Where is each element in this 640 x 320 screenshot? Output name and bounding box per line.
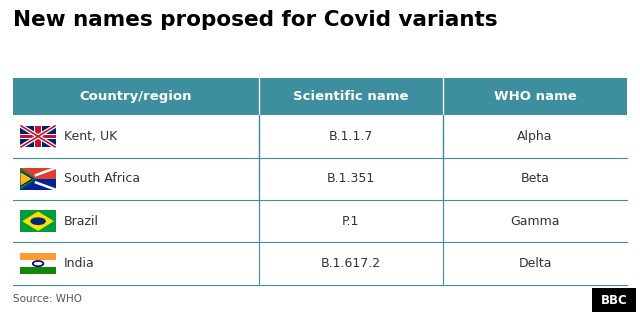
FancyBboxPatch shape [259, 200, 443, 243]
Text: B.1.1.7: B.1.1.7 [328, 130, 373, 143]
FancyBboxPatch shape [35, 125, 41, 147]
FancyBboxPatch shape [13, 158, 259, 200]
Text: BBC: BBC [600, 293, 627, 307]
FancyBboxPatch shape [20, 168, 56, 179]
Text: South Africa: South Africa [64, 172, 140, 185]
FancyBboxPatch shape [443, 158, 627, 200]
FancyBboxPatch shape [20, 267, 56, 275]
FancyBboxPatch shape [20, 260, 56, 267]
Text: WHO name: WHO name [493, 90, 577, 103]
FancyBboxPatch shape [259, 115, 443, 158]
FancyBboxPatch shape [20, 135, 56, 138]
Text: Country/region: Country/region [79, 90, 192, 103]
FancyBboxPatch shape [259, 243, 443, 285]
FancyBboxPatch shape [259, 158, 443, 200]
FancyBboxPatch shape [443, 200, 627, 243]
Text: Beta: Beta [520, 172, 550, 185]
FancyBboxPatch shape [443, 78, 627, 115]
FancyBboxPatch shape [20, 134, 56, 139]
Text: Source: WHO: Source: WHO [13, 294, 82, 304]
Text: New names proposed for Covid variants: New names proposed for Covid variants [13, 10, 497, 30]
FancyBboxPatch shape [20, 179, 56, 190]
Text: B.1.351: B.1.351 [326, 172, 375, 185]
Text: Kent, UK: Kent, UK [64, 130, 117, 143]
Polygon shape [20, 172, 32, 186]
FancyBboxPatch shape [13, 115, 259, 158]
FancyBboxPatch shape [34, 125, 42, 147]
Text: Gamma: Gamma [510, 215, 560, 228]
FancyBboxPatch shape [13, 78, 259, 115]
Polygon shape [20, 168, 36, 190]
Polygon shape [22, 212, 54, 231]
FancyBboxPatch shape [259, 78, 443, 115]
FancyBboxPatch shape [443, 243, 627, 285]
Polygon shape [20, 171, 33, 187]
Text: Delta: Delta [518, 257, 552, 270]
FancyBboxPatch shape [13, 243, 259, 285]
Text: Brazil: Brazil [64, 215, 99, 228]
Text: Scientific name: Scientific name [293, 90, 408, 103]
FancyBboxPatch shape [20, 210, 56, 232]
Text: B.1.617.2: B.1.617.2 [321, 257, 381, 270]
Circle shape [30, 217, 46, 225]
Text: Alpha: Alpha [517, 130, 553, 143]
Text: P.1: P.1 [342, 215, 360, 228]
FancyBboxPatch shape [592, 288, 636, 312]
FancyBboxPatch shape [20, 253, 56, 260]
FancyBboxPatch shape [443, 115, 627, 158]
FancyBboxPatch shape [13, 200, 259, 243]
FancyBboxPatch shape [20, 125, 56, 147]
Text: India: India [64, 257, 95, 270]
